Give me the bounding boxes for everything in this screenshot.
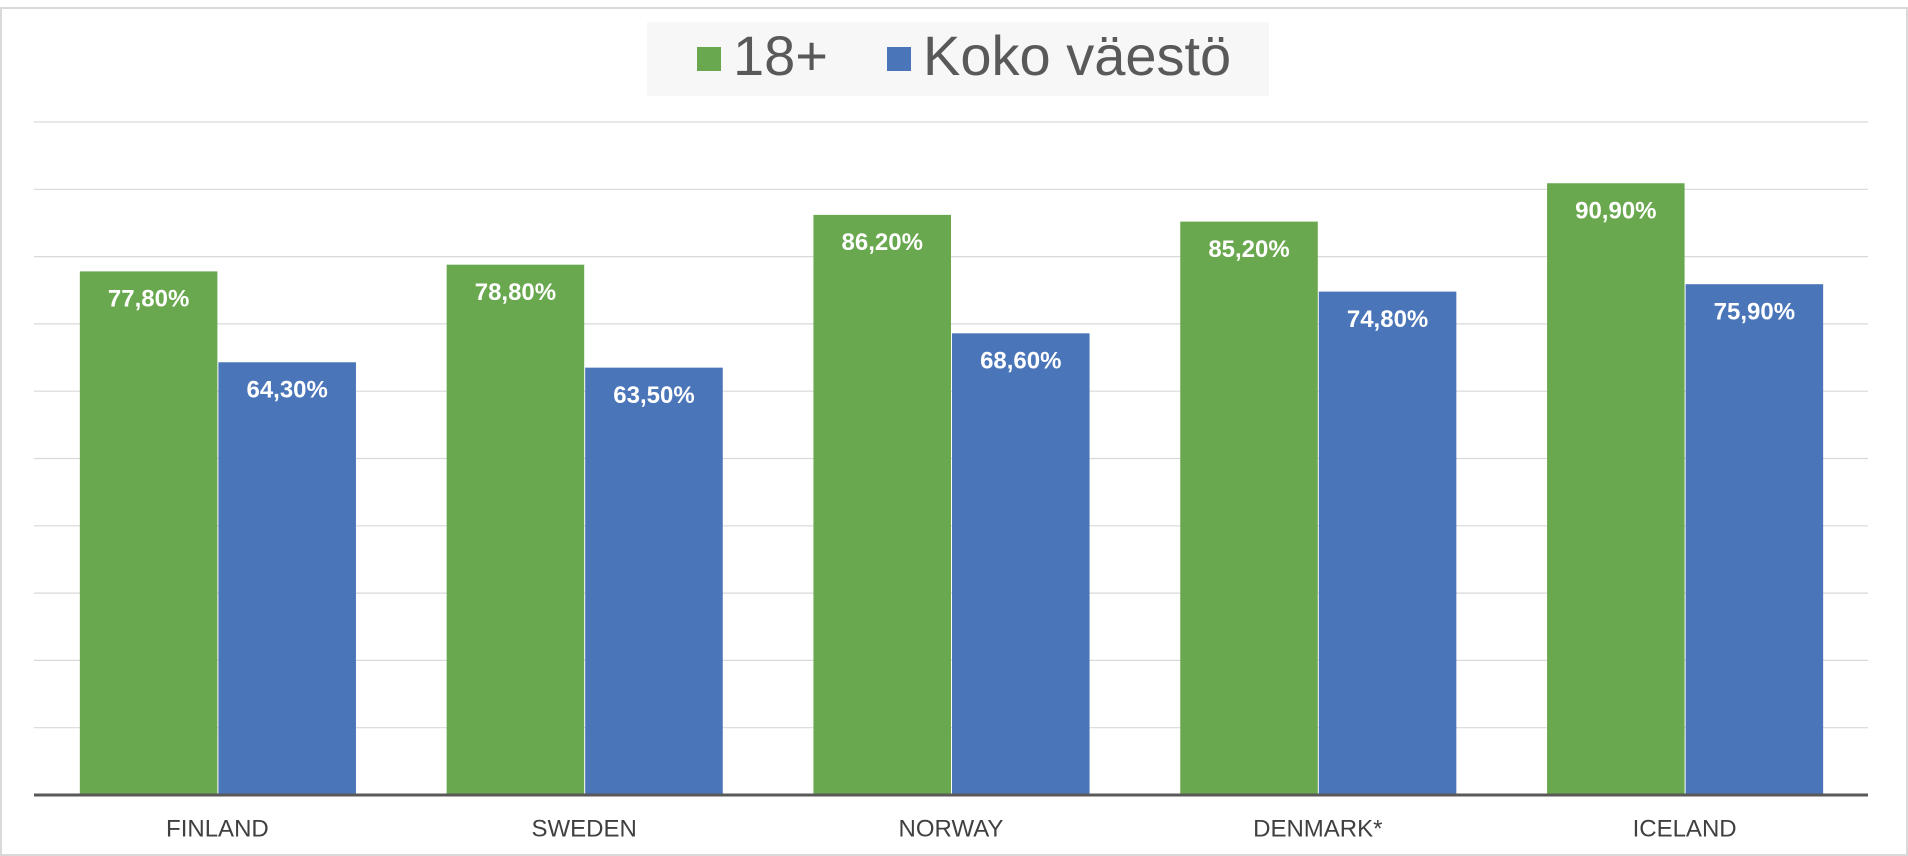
bar xyxy=(1180,221,1318,795)
bar xyxy=(952,333,1090,795)
legend-swatch xyxy=(887,47,911,71)
value-label: 68,60% xyxy=(980,348,1061,375)
value-label: 90,90% xyxy=(1575,198,1656,225)
legend-label: 18+ xyxy=(733,24,828,87)
value-label: 63,50% xyxy=(613,382,694,409)
x-tick-label: NORWAY xyxy=(899,815,1004,842)
x-tick-label: SWEDEN xyxy=(532,815,637,842)
legend-box xyxy=(647,22,1269,96)
bar xyxy=(1547,183,1685,796)
legend-swatch xyxy=(697,47,721,71)
bar xyxy=(813,214,951,795)
value-label: 77,80% xyxy=(108,286,189,313)
value-label: 74,80% xyxy=(1347,306,1428,333)
value-label: 64,30% xyxy=(246,377,327,404)
x-tick-label: DENMARK* xyxy=(1253,815,1382,842)
value-label: 85,20% xyxy=(1208,236,1289,263)
bar xyxy=(1318,291,1457,795)
value-label: 75,90% xyxy=(1714,299,1795,326)
bar xyxy=(1685,284,1824,795)
x-tick-label: ICELAND xyxy=(1633,815,1737,842)
value-label: 86,20% xyxy=(842,229,923,256)
bar xyxy=(218,362,356,795)
x-tick-label: FINLAND xyxy=(166,815,269,842)
bar xyxy=(446,264,585,795)
bar xyxy=(585,367,723,795)
bar xyxy=(79,271,218,795)
value-label: 78,80% xyxy=(475,279,556,306)
legend-label: Koko väestö xyxy=(923,24,1231,87)
